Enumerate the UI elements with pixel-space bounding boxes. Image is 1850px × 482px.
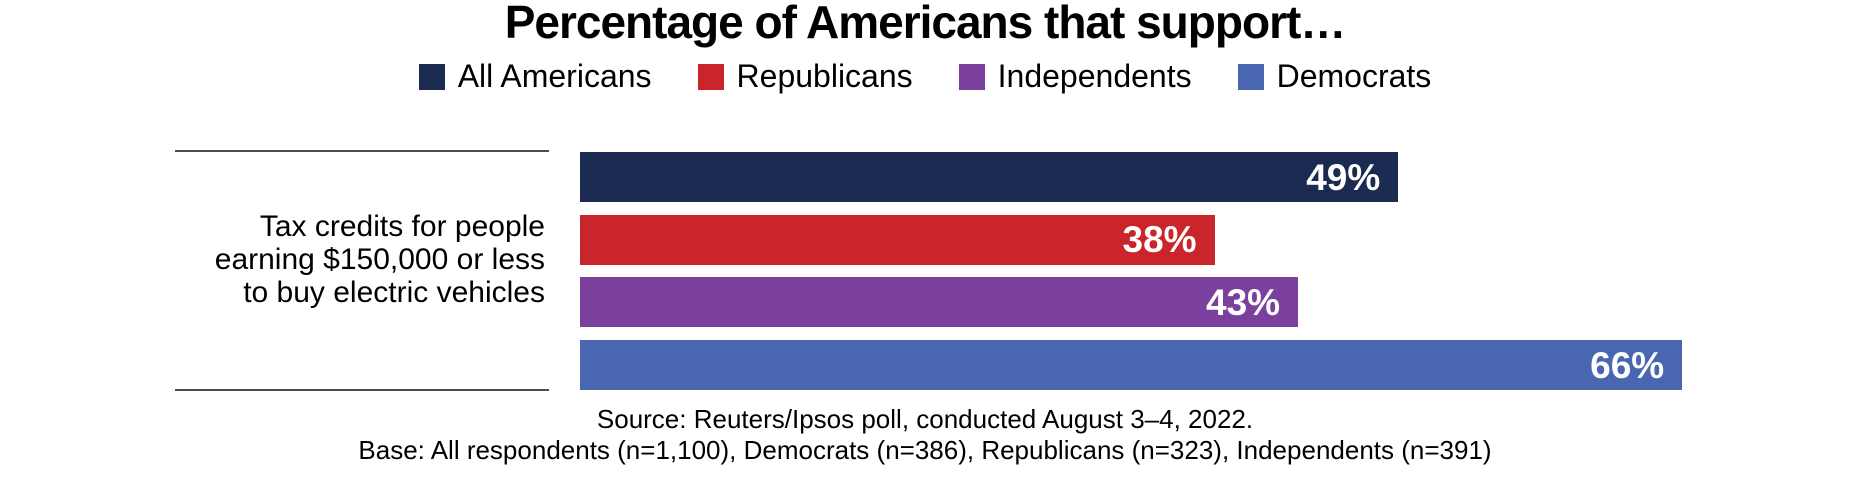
footer: Source: Reuters/Ipsos poll, conducted Au… [0,404,1850,466]
legend-label-independents: Independents [997,58,1192,94]
bar-republicans: 38% [580,214,1215,265]
category-rule-top [175,150,549,152]
bars-group: 49% 38% 43% 66% [580,152,1683,391]
legend-item-independents: Independents [958,58,1192,95]
legend-item-republicans: Republicans [697,58,913,95]
legend-swatch-independents [958,63,985,90]
category-label-line-2: earning $150,000 or less [214,243,545,276]
bar-value-label: 43% [1206,281,1281,323]
bar-value-label: 66% [1590,344,1665,386]
legend-label-all-americans: All Americans [457,58,652,94]
bar-value-label: 38% [1122,219,1197,261]
legend-item-democrats: Democrats [1237,58,1432,95]
source-text: Source: Reuters/Ipsos poll, conducted Au… [596,404,1254,434]
legend-item-all-americans: All Americans [418,58,652,95]
legend-swatch-republicans [697,63,724,90]
bar-democrats: 66% [580,340,1683,391]
category-label: Tax credits for people earning $150,000 … [153,210,545,309]
legend-label-republicans: Republicans [736,58,913,94]
category-label-line-3: to buy electric vehicles [243,276,545,309]
bar-value-label: 49% [1306,156,1381,198]
legend-label-democrats: Democrats [1276,58,1432,94]
legend: All Americans Republicans Independents D… [0,58,1850,95]
legend-swatch-all-americans [418,63,445,90]
bar-all-americans: 49% [580,152,1399,202]
base-text: Base: All respondents (n=1,100), Democra… [358,435,1492,465]
category-label-line-1: Tax credits for people [259,210,545,243]
category-rule-bottom [175,389,549,391]
bar-independents: 43% [580,277,1299,328]
legend-swatch-democrats [1237,63,1264,90]
chart-title: Percentage of Americans that support… [504,0,1347,48]
